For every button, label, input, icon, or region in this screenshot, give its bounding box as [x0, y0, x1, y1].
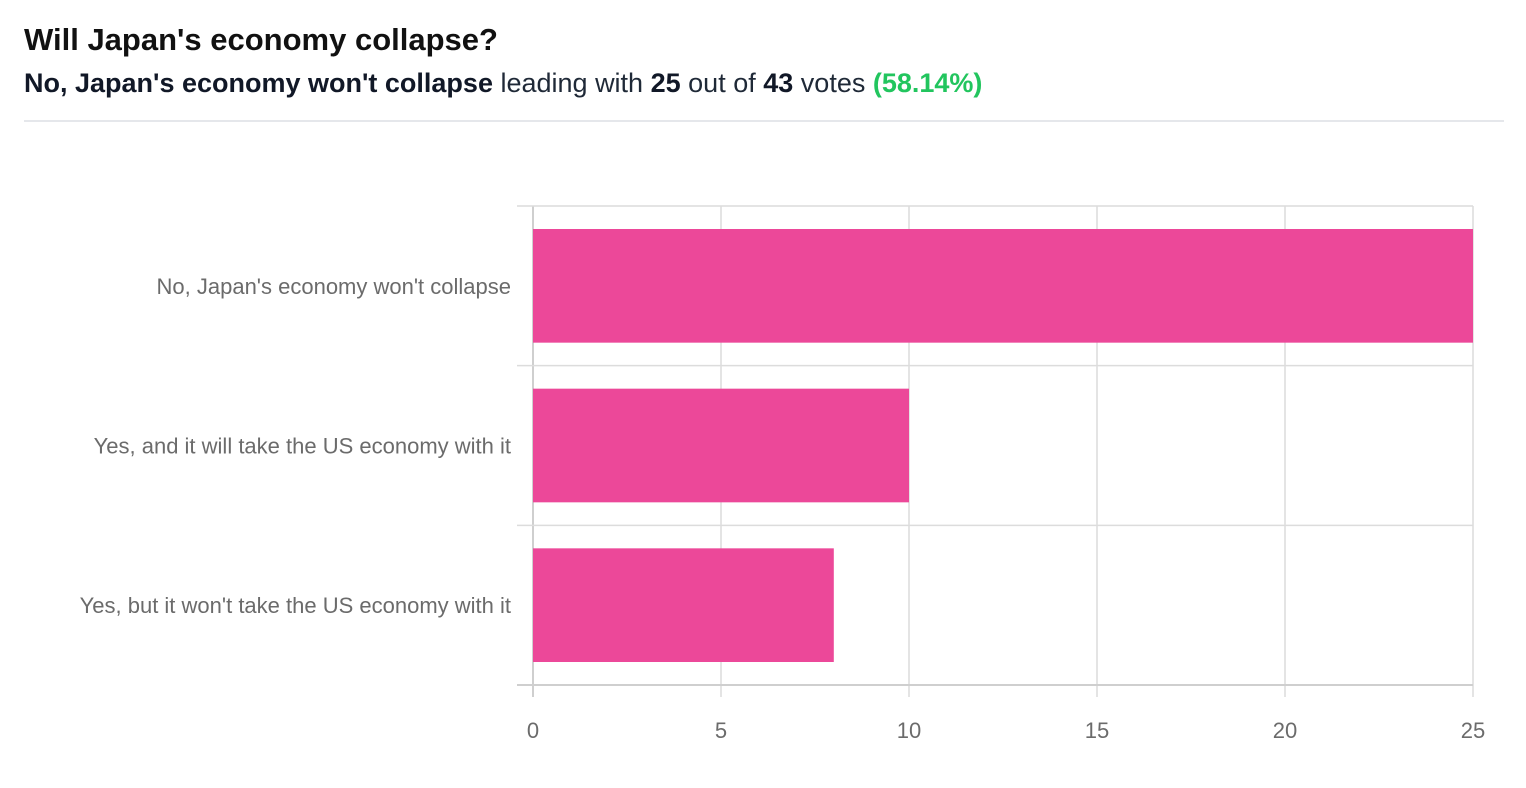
- x-tick-label: 25: [1461, 718, 1485, 743]
- x-tick-label: 10: [897, 718, 921, 743]
- votes-text: votes: [800, 68, 866, 98]
- poll-title: Will Japan's economy collapse?: [24, 22, 498, 57]
- x-tick-label: 5: [715, 718, 727, 743]
- poll-summary: No, Japan's economy won't collapse leadi…: [24, 68, 982, 99]
- leading-text: leading with: [500, 68, 644, 98]
- x-tick-label: 0: [527, 718, 539, 743]
- bar: [533, 548, 834, 662]
- total-votes: 43: [763, 68, 794, 98]
- category-label: Yes, but it won't take the US economy wi…: [80, 593, 511, 618]
- bar: [533, 229, 1473, 343]
- leader-votes: 25: [650, 68, 681, 98]
- category-label: No, Japan's economy won't collapse: [157, 274, 511, 299]
- x-tick-label: 20: [1273, 718, 1297, 743]
- leading-option: No, Japan's economy won't collapse: [24, 68, 493, 98]
- x-tick-label: 15: [1085, 718, 1109, 743]
- out-of-text: out of: [688, 68, 756, 98]
- category-label: Yes, and it will take the US economy wit…: [94, 434, 511, 459]
- header-divider: [24, 120, 1504, 122]
- leader-percent: (58.14%): [872, 68, 983, 98]
- bar: [533, 388, 909, 503]
